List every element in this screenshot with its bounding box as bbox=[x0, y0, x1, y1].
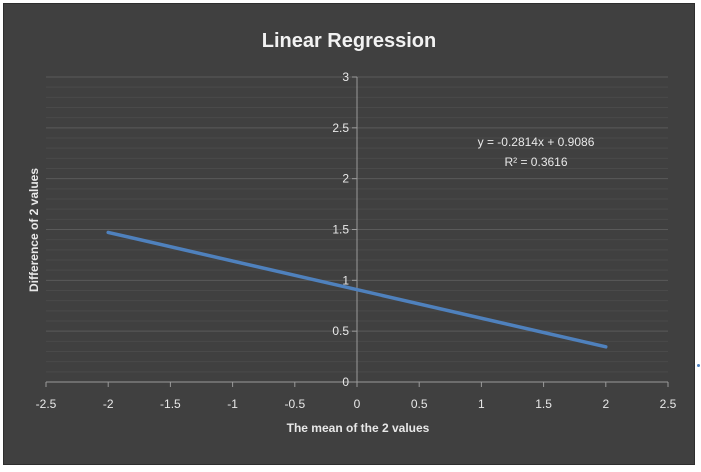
x-axis-title: The mean of the 2 values bbox=[287, 421, 430, 435]
x-tick-label: 2 bbox=[602, 397, 609, 411]
axes bbox=[45, 76, 669, 387]
series-marker-dot bbox=[697, 364, 700, 367]
y-tick-label: 0 bbox=[342, 375, 349, 389]
chart-title: Linear Regression bbox=[261, 30, 437, 52]
trendline-r-squared: R² = 0.3616 bbox=[504, 155, 567, 169]
x-tick-label: 1 bbox=[478, 397, 485, 411]
y-axis-title: Difference of 2 values bbox=[27, 168, 41, 292]
tick-labels: -2.5 -2 -1.5 -1 -0.5 0 0.5 1 1.5 2 2.5 0 0.5 1 1.5 2 2.5… bbox=[36, 70, 677, 411]
y-tick-label: 2.5 bbox=[332, 121, 349, 135]
y-tick-label: 2 bbox=[342, 172, 349, 186]
x-tick-label: -1.5 bbox=[160, 397, 181, 411]
x-tick-label: 0.5 bbox=[411, 397, 428, 411]
series-layer bbox=[106, 230, 608, 349]
x-tick-label: 2.5 bbox=[660, 397, 677, 411]
x-tick-label: 0 bbox=[354, 397, 361, 411]
x-tick-label: -0.5 bbox=[284, 397, 305, 411]
x-tick-label: -2 bbox=[103, 397, 114, 411]
x-tick-label: -2.5 bbox=[36, 397, 57, 411]
trendline-equation: y = -0.2814x + 0.9086 bbox=[478, 135, 595, 149]
x-tick-label: 1.5 bbox=[535, 397, 552, 411]
y-tick-label: 1 bbox=[342, 273, 349, 287]
y-tick-label: 1.5 bbox=[332, 223, 349, 237]
y-tick-label: 0.5 bbox=[332, 324, 349, 338]
x-tick-label: -1 bbox=[227, 397, 238, 411]
y-tick-label: 3 bbox=[342, 70, 349, 84]
regression-line bbox=[106, 230, 608, 349]
